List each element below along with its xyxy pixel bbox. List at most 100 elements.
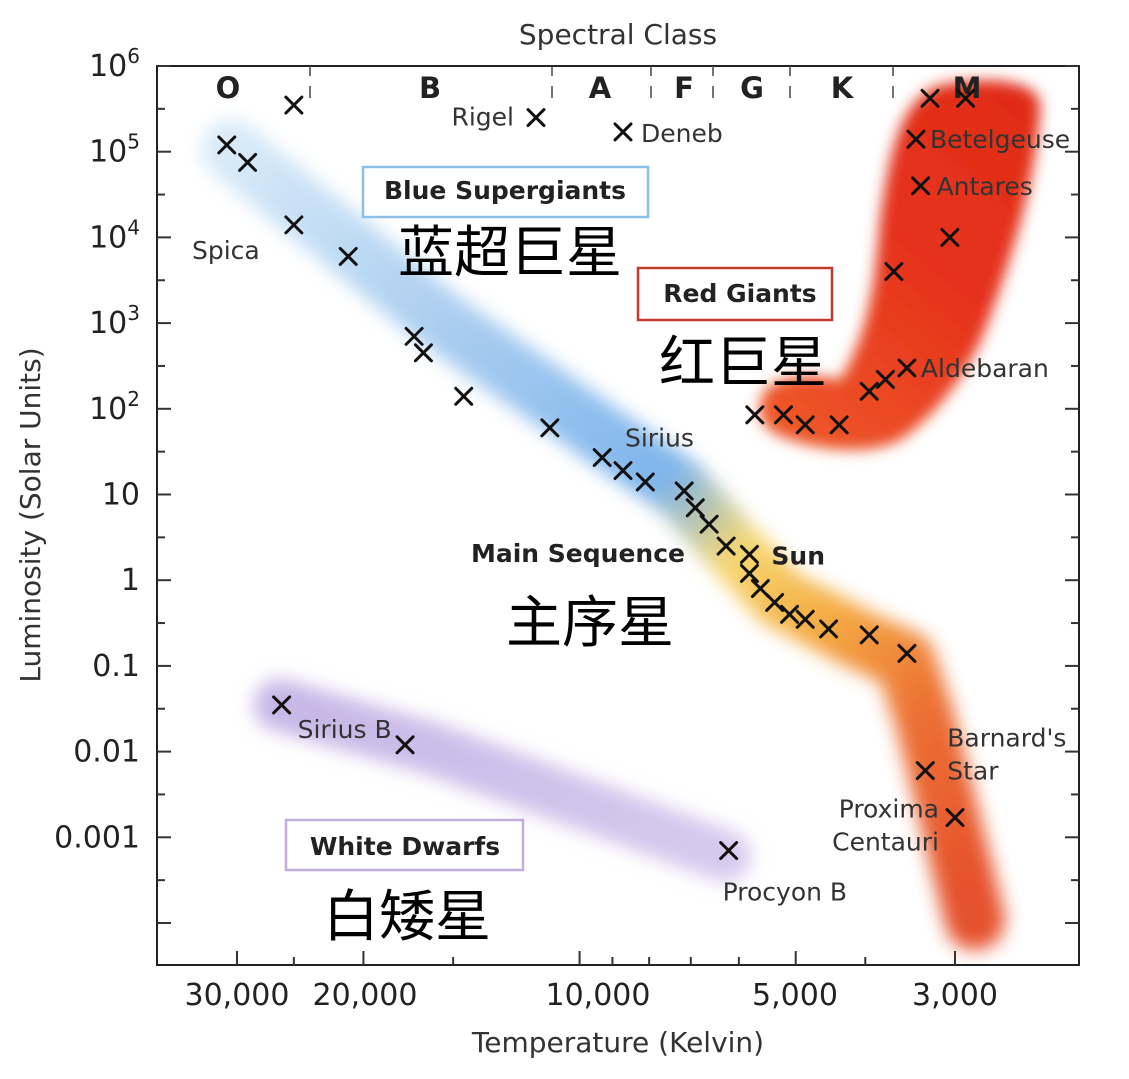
red-giants-label-cn: 红巨星 <box>659 331 827 396</box>
star-marker <box>635 472 655 492</box>
white-dwarfs-label-cn: 白矮星 <box>323 885 491 950</box>
spectral-class-dividers <box>309 66 894 98</box>
region-labels: Blue Supergiants 蓝超巨星 Red Giants 红巨星 Main Se… <box>284 165 834 950</box>
star-marker <box>739 563 759 583</box>
star-marker-antares <box>911 176 931 196</box>
x-tick-marks <box>236 951 956 965</box>
blue-supergiants-label-cn: 蓝超巨星 <box>398 221 622 286</box>
main-sequence-band <box>202 120 1005 950</box>
star-label-procyon-b: Procyon B <box>723 878 847 907</box>
spectral-class-o: O <box>216 71 241 105</box>
star-marker <box>859 625 879 645</box>
x-tick-label: 30,000 <box>185 978 290 1013</box>
star-marker-sirius-b <box>272 695 292 715</box>
star-labels: Rigel Deneb Spica Sirius Sun Aldebaran Antares… <box>192 103 1070 907</box>
white-dwarf-band <box>254 679 751 882</box>
blue-supergiants-label-box <box>361 165 650 219</box>
star-marker-deneb <box>613 122 633 142</box>
y-axis-title: Luminosity (Solar Units) <box>14 347 47 682</box>
star-marker <box>875 369 895 389</box>
x-tick-label: 10,000 <box>546 978 651 1013</box>
star-marker <box>338 246 358 266</box>
y-tick-label: 105 <box>89 130 140 170</box>
star-marker <box>395 735 415 755</box>
main-sequence-label: Main Sequence <box>471 539 685 568</box>
spectral-class-a: A <box>589 71 612 105</box>
chart-title: Spectral Class <box>519 18 717 51</box>
star-label-aldebaran: Aldebaran <box>921 354 1049 383</box>
star-label-betelgeuse: Betelgeuse <box>930 125 1070 154</box>
spectral-class-k: K <box>831 71 855 105</box>
y-tick-label: 10 <box>102 478 140 513</box>
spectral-class-g: G <box>740 71 764 105</box>
star-marker <box>745 405 765 425</box>
star-marker <box>897 643 917 663</box>
star-label-antares: Antares <box>937 172 1033 201</box>
star-label-barnard-s-star: Barnard's Star <box>947 724 1066 786</box>
star-marker <box>795 609 815 629</box>
x-tick-label: 5,000 <box>752 978 838 1013</box>
x-tick-label: 20,000 <box>313 978 418 1013</box>
star-marker <box>404 326 424 346</box>
star-marker <box>859 381 879 401</box>
x-tick-labels: 30,000 20,000 10,000 5,000 3,000 <box>185 978 998 1013</box>
star-marker-procyon-b <box>719 841 739 861</box>
star-marker <box>884 262 904 282</box>
star-label-sirius: Sirius <box>625 424 694 453</box>
y-tick-label: 103 <box>89 301 140 341</box>
star-marker-betelgeuse <box>906 129 926 149</box>
y-tick-marks <box>157 65 1079 924</box>
star-marker <box>956 88 976 108</box>
star-label-spica: Spica <box>192 236 260 265</box>
star-marker <box>780 604 800 624</box>
star-marker <box>940 227 960 247</box>
star-marker-rigel <box>526 108 546 128</box>
y-tick-label: 0.001 <box>54 820 140 855</box>
star-marker <box>685 498 705 518</box>
star-marker-barnard-s-star <box>915 761 935 781</box>
y-tick-label: 0.1 <box>92 649 140 684</box>
star-marker <box>592 448 612 468</box>
y-tick-label: 104 <box>89 215 140 255</box>
star-marker <box>413 343 433 363</box>
white-dwarfs-label: White Dwarfs <box>310 832 500 861</box>
star-marker <box>454 386 474 406</box>
star-marker <box>716 536 736 556</box>
y-tick-label: 102 <box>89 387 140 427</box>
star-marker-proxima-centauri <box>945 808 965 828</box>
star-marker-spica <box>284 215 304 235</box>
star-marker <box>829 415 849 435</box>
star-marker <box>773 405 793 425</box>
star-marker <box>795 415 815 435</box>
star-marker <box>217 135 237 155</box>
x-tick-label: 3,000 <box>912 978 998 1013</box>
star-marker <box>238 152 258 172</box>
y-tick-label: 106 <box>89 44 140 84</box>
y-tick-label: 1 <box>121 563 140 598</box>
star-label-sun: Sun <box>771 541 825 570</box>
spectral-class-f: F <box>674 71 694 105</box>
blue-supergiants-label: Blue Supergiants <box>384 176 626 205</box>
star-marker <box>765 592 785 612</box>
star-marker <box>920 88 940 108</box>
star-label-deneb: Deneb <box>641 119 723 148</box>
star-marker <box>674 481 694 501</box>
star-marker <box>284 95 304 115</box>
star-marker <box>819 619 839 639</box>
white-dwarfs-label-box <box>284 818 525 872</box>
star-label-sirius-b: Sirius B <box>298 715 392 744</box>
x-axis-title: Temperature (Kelvin) <box>471 1026 764 1059</box>
plot-frame <box>156 65 1080 966</box>
red-giants-label-box <box>636 266 834 322</box>
star-marker-aldebaran <box>897 358 917 378</box>
spectral-class-b: B <box>419 71 441 105</box>
main-sequence-label-cn: 主序星 <box>506 591 674 656</box>
star-marker <box>540 418 560 438</box>
star-marker <box>699 514 719 534</box>
y-tick-label: 0.01 <box>73 735 140 770</box>
star-label-proxima-centauri: Proxima Centauri <box>832 795 939 857</box>
star-marker-sun <box>739 544 759 564</box>
